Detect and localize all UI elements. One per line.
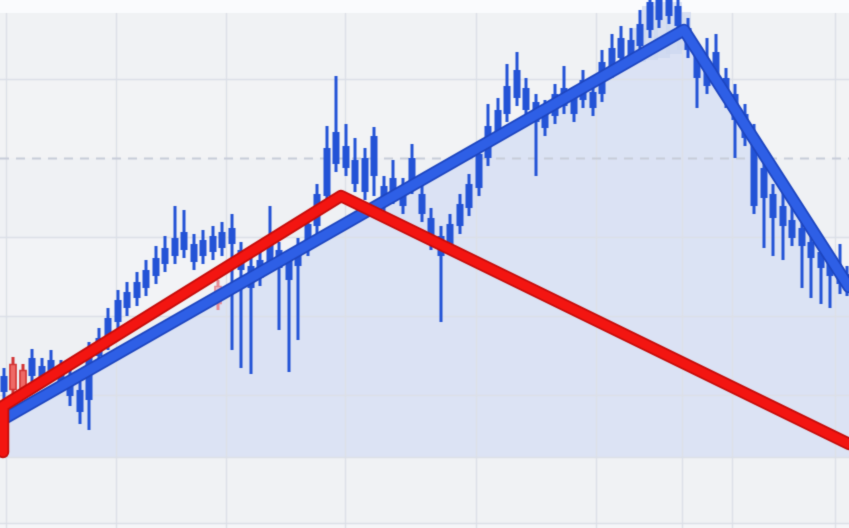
price-chart-plot-area[interactable]: [0, 0, 849, 528]
stock-chart: [0, 0, 849, 528]
